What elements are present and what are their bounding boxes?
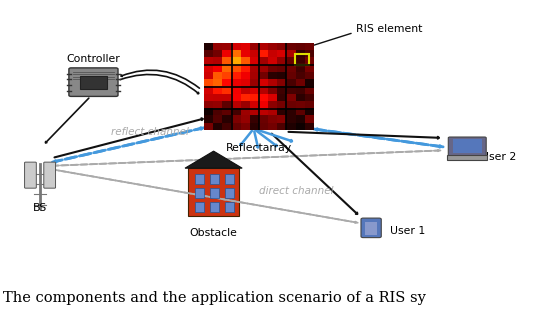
Text: reflect channel: reflect channel: [111, 127, 189, 137]
Bar: [365, 223, 377, 234]
FancyBboxPatch shape: [361, 218, 381, 237]
Bar: [195, 188, 205, 198]
Text: The components and the application scenario of a RIS sy: The components and the application scena…: [3, 291, 426, 305]
Text: BS: BS: [33, 203, 47, 213]
Bar: [225, 188, 234, 198]
Bar: [210, 202, 219, 211]
Bar: [225, 174, 234, 184]
FancyBboxPatch shape: [449, 137, 486, 156]
Bar: [447, 155, 487, 160]
Text: User 2: User 2: [481, 152, 516, 162]
Bar: [195, 174, 205, 184]
Text: RIS element: RIS element: [357, 24, 423, 34]
Bar: [210, 188, 219, 198]
Text: Reflectarray: Reflectarray: [226, 143, 292, 153]
Polygon shape: [185, 151, 242, 168]
Bar: [225, 202, 234, 211]
FancyBboxPatch shape: [69, 68, 118, 96]
Bar: [195, 202, 205, 211]
FancyBboxPatch shape: [25, 162, 36, 188]
Text: Obstacle: Obstacle: [190, 228, 238, 238]
Text: User 1: User 1: [390, 226, 425, 236]
Text: Controller: Controller: [67, 55, 120, 64]
Bar: [210, 174, 219, 184]
Bar: [80, 76, 107, 89]
FancyBboxPatch shape: [44, 162, 56, 188]
Bar: [189, 168, 239, 216]
Text: direct channel: direct channel: [259, 186, 334, 196]
Bar: [453, 140, 482, 153]
